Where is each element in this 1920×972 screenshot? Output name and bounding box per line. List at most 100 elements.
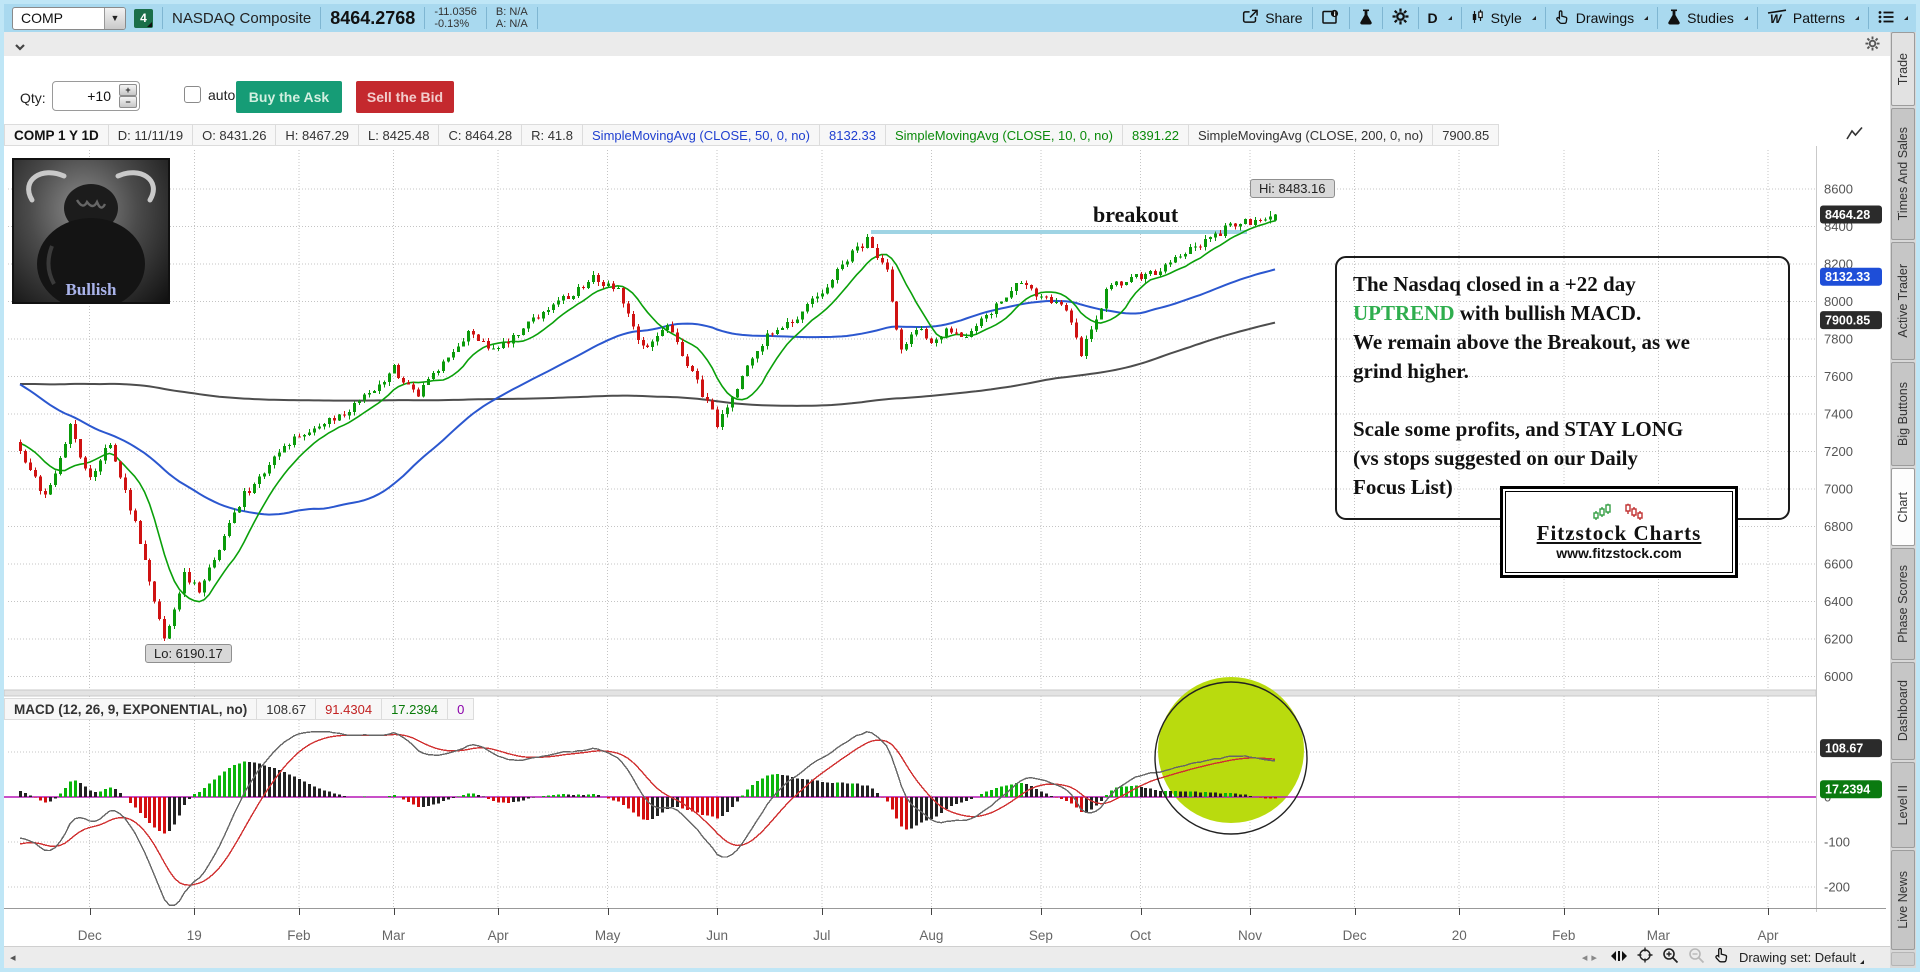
- chart-ohlc-header: COMP 1 Y 1D D: 11/11/19 O: 8431.26 H: 8467.…: [4, 124, 1500, 146]
- divider: [1756, 7, 1758, 29]
- topbar: COMP ▼ 4 NASDAQ Composite 8464.2768 -11.…: [4, 4, 1916, 32]
- chart-scrollbar-row[interactable]: ◂ ◂▸ Drawing set: Default: [4, 946, 1890, 968]
- divider: [1657, 7, 1659, 29]
- news-button[interactable]: [1321, 9, 1340, 28]
- chevron-down-icon[interactable]: [14, 39, 26, 57]
- ohlc-header-cell: D: 11/11/19: [108, 124, 194, 146]
- settings-button[interactable]: [1392, 8, 1409, 28]
- style-button[interactable]: Style: [1471, 9, 1536, 28]
- qty-decrement-button[interactable]: −: [119, 96, 137, 108]
- studies-label: Studies: [1687, 10, 1734, 26]
- divider: [424, 7, 426, 29]
- axis-price-badge-text: 8132.33: [1825, 270, 1870, 284]
- macd-header-cell: 91.4304: [316, 698, 383, 720]
- symbol-dropdown-button[interactable]: ▼: [104, 7, 125, 29]
- drawings-button[interactable]: Drawings: [1555, 9, 1648, 28]
- sidebar-tab-big-buttons[interactable]: Big Buttons: [1891, 362, 1915, 466]
- symbol-input[interactable]: COMP ▼: [12, 6, 126, 30]
- ohlc-header-cell: SimpleMovingAvg (CLOSE, 200, 0, no): [1188, 124, 1434, 146]
- hand-tool-icon[interactable]: [1714, 947, 1730, 968]
- x-axis-label: Jul: [813, 928, 830, 943]
- link-badge[interactable]: 4: [134, 8, 153, 28]
- order-entry-bar: Qty: + − auto send Buy the Ask Sell the …: [4, 56, 1890, 122]
- divider: [1381, 7, 1383, 29]
- candles-logo-icon: [1593, 503, 1643, 520]
- fitzstock-logo-box: Fitzstock Charts www.fitzstock.com: [1500, 486, 1738, 578]
- sell-the-bid-button[interactable]: Sell the Bid: [356, 81, 454, 113]
- chart-bottom-tools: ◂▸ Drawing set: Default: [1582, 947, 1890, 969]
- sidebar-tab-label: Level II: [1896, 784, 1910, 826]
- x-axis-label: Sep: [1029, 928, 1053, 943]
- candles: [18, 210, 1278, 641]
- chart-line-icon[interactable]: [1846, 126, 1864, 146]
- divider: [1417, 7, 1419, 29]
- sidebar-tab-phase-scores[interactable]: Phase Scores: [1891, 548, 1915, 660]
- analyze-button[interactable]: [1359, 9, 1373, 28]
- note-line: (vs stops suggested on our Daily: [1353, 446, 1638, 470]
- scroll-left-arrow-icon[interactable]: ◂: [10, 952, 16, 964]
- note-line: Scale some profits, and STAY LONG: [1353, 417, 1684, 441]
- price-macd-chart[interactable]: Dec 19 Feb Mar Apr May Jun Jul Aug Sep Oct Nov Dec 20…: [4, 146, 1890, 946]
- timeframe-button[interactable]: D: [1428, 10, 1452, 26]
- x-axis-label: Apr: [1757, 928, 1779, 943]
- change-value: -11.0356: [434, 6, 477, 18]
- analysis-note-box: The Nasdaq closed in a +22 day UPTREND wi…: [1335, 256, 1790, 520]
- low-tooltip: Lo: 6190.17: [145, 644, 232, 663]
- timeframe-label: D: [1427, 10, 1438, 26]
- chart-menu-button[interactable]: [1878, 10, 1908, 27]
- auto-send-checkbox[interactable]: [184, 86, 201, 103]
- price-axis-label: 7200: [1824, 444, 1853, 459]
- macd-axis-label: -100: [1824, 835, 1850, 850]
- divider: [1311, 7, 1313, 29]
- zoom-out-icon[interactable]: [1688, 947, 1705, 969]
- qty-label: Qty:: [20, 90, 46, 106]
- macd-header: MACD (12, 26, 9, EXPONENTIAL, no) 108.67 9…: [4, 698, 475, 720]
- x-axis-label: May: [595, 928, 621, 943]
- ohlc-header-cell: L: 8425.48: [359, 124, 440, 146]
- sidebar-tab-dashboard[interactable]: Dashboard: [1891, 662, 1915, 760]
- crosshair-icon[interactable]: [1637, 947, 1653, 968]
- axis-price-badge: [1820, 311, 1882, 330]
- x-axis-label: Aug: [919, 928, 943, 943]
- sidebar-tab-trade[interactable]: Trade: [1891, 32, 1915, 106]
- sidebar-tab-active-trader[interactable]: Active Trader: [1891, 242, 1915, 360]
- qty-increment-button[interactable]: +: [119, 84, 137, 96]
- bar-spacing-icon[interactable]: [1610, 949, 1628, 967]
- studies-button[interactable]: Studies: [1667, 9, 1748, 28]
- change-percent: -0.13%: [434, 18, 470, 30]
- buy-the-ask-button[interactable]: Buy the Ask: [236, 81, 342, 113]
- zoom-in-icon[interactable]: [1662, 947, 1679, 969]
- patterns-label: Patterns: [1792, 10, 1845, 26]
- candlestick-icon: [1471, 9, 1485, 28]
- ohlc-header-cell: SimpleMovingAvg (CLOSE, 50, 0, no): [583, 124, 820, 146]
- sidebar-tab-level-ii[interactable]: Level II: [1891, 762, 1915, 848]
- price-axis-label: 6200: [1824, 632, 1853, 647]
- note-line: Focus List): [1353, 475, 1453, 499]
- price-axis-label: 6800: [1824, 519, 1853, 534]
- price-axis-label: 7800: [1824, 332, 1853, 347]
- x-axis-label: Oct: [1130, 928, 1151, 943]
- change-block: -11.0356 -0.13%: [434, 6, 477, 30]
- qty-input[interactable]: [57, 84, 113, 108]
- quantity-stepper[interactable]: + −: [52, 81, 140, 111]
- right-gadget-sidebar: Trade Times And Sales Active Trader Big But…: [1890, 32, 1916, 968]
- divider: [536, 7, 538, 29]
- moving-averages: [19, 220, 1276, 603]
- flask-icon: [1359, 9, 1373, 28]
- axis-price-badge-text: 8464.28: [1825, 208, 1870, 222]
- share-button[interactable]: Share: [1242, 9, 1303, 27]
- symbol-name: NASDAQ Composite: [172, 9, 312, 27]
- sidebar-tab-chart[interactable]: Chart: [1891, 468, 1915, 546]
- gear-icon[interactable]: [1865, 36, 1880, 56]
- price-axis-label: 7400: [1824, 407, 1853, 422]
- ohlc-header-cell: O: 8431.26: [193, 124, 277, 146]
- axis-price-badge: [1820, 267, 1882, 286]
- price-axis-label: 6600: [1824, 557, 1853, 572]
- gear-icon: [1392, 8, 1409, 28]
- pan-left-right-icons[interactable]: ◂▸: [1581, 952, 1601, 964]
- sidebar-tab-times-and-sales[interactable]: Times And Sales: [1891, 108, 1915, 240]
- sidebar-tab-live-news[interactable]: Live News: [1891, 850, 1915, 950]
- drawing-set-selector[interactable]: Drawing set: Default: [1739, 950, 1864, 965]
- patterns-button[interactable]: W Patterns: [1767, 9, 1859, 27]
